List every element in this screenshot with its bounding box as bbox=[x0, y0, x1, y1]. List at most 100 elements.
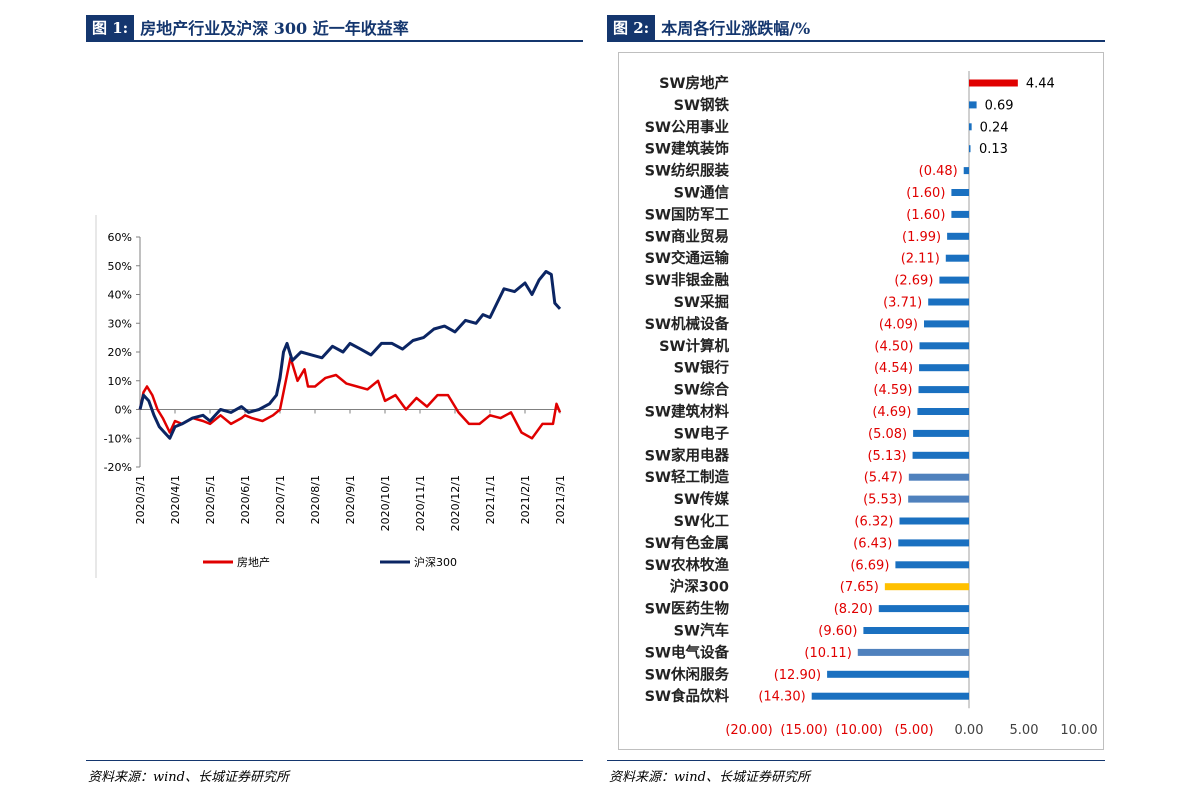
left-footer-rule bbox=[86, 760, 583, 761]
value-label: (10.11) bbox=[804, 646, 851, 661]
bar bbox=[908, 495, 969, 503]
right-title-rule bbox=[607, 40, 1105, 42]
value-label: (1.60) bbox=[906, 208, 945, 223]
x-tick-label: (10.00) bbox=[835, 723, 882, 738]
category-label: SW家用电器 bbox=[645, 446, 730, 464]
left-line-chart: 60% 50% 40% 30% 20% 10% 0% -10% -20% 2020/3/1 2020… bbox=[95, 215, 590, 580]
left-figure-title: 图 1: 房地产行业及沪深 300 近一年收益率 bbox=[86, 14, 409, 40]
bar bbox=[857, 648, 969, 656]
legend-label: 沪深300 bbox=[414, 555, 457, 569]
bar bbox=[969, 145, 971, 153]
value-label: (2.69) bbox=[894, 274, 933, 289]
category-label: SW交通运输 bbox=[645, 249, 730, 267]
category-label: SW建筑装饰 bbox=[645, 140, 729, 158]
value-label: (0.48) bbox=[919, 164, 958, 179]
bar bbox=[969, 123, 972, 131]
bar bbox=[895, 561, 969, 569]
value-label: (4.69) bbox=[872, 405, 911, 420]
x-tick-label: 2020/7/1 bbox=[274, 475, 287, 524]
x-tick-label: (20.00) bbox=[725, 723, 772, 738]
bar bbox=[827, 670, 969, 678]
category-label: SW化工 bbox=[674, 512, 730, 530]
x-tick-label: 2020/4/1 bbox=[169, 475, 182, 524]
bar bbox=[945, 254, 969, 262]
x-tick-label: 2021/3/1 bbox=[554, 475, 567, 524]
bar bbox=[969, 79, 1018, 87]
left-figure-tag: 图 1: bbox=[86, 14, 135, 40]
y-tick-label: -20% bbox=[104, 461, 132, 474]
value-label: (4.50) bbox=[874, 339, 913, 354]
series-line-hs300 bbox=[138, 270, 562, 440]
left-figure-title-text: 房地产行业及沪深 300 近一年收益率 bbox=[140, 19, 409, 38]
bar bbox=[912, 451, 969, 459]
bar bbox=[913, 429, 969, 437]
value-label: (4.59) bbox=[873, 383, 912, 398]
x-tick-label: 2020/9/1 bbox=[344, 475, 357, 524]
right-source-note: 资料来源：wind、长城证券研究所 bbox=[609, 770, 810, 785]
x-tick-label: (15.00) bbox=[780, 723, 827, 738]
value-label: (6.32) bbox=[854, 515, 893, 530]
bar bbox=[863, 627, 969, 634]
category-label: SW非银金融 bbox=[645, 271, 730, 289]
line-chart-svg: 60% 50% 40% 30% 20% 10% 0% -10% -20%2020/3/1 2020… bbox=[95, 215, 567, 578]
category-label: SW钢铁 bbox=[674, 96, 730, 114]
right-figure-title: 图 2: 本周各行业涨跌幅/% bbox=[607, 14, 810, 40]
category-label: SW通信 bbox=[674, 184, 730, 202]
bar bbox=[919, 342, 969, 350]
value-label: (5.13) bbox=[867, 449, 906, 464]
category-label: SW综合 bbox=[674, 381, 730, 399]
left-title-rule bbox=[86, 40, 583, 42]
value-label: (2.11) bbox=[901, 252, 940, 267]
value-label: (1.60) bbox=[906, 186, 945, 201]
bar bbox=[918, 386, 969, 394]
value-label: (5.47) bbox=[864, 471, 903, 486]
category-label: SW电子 bbox=[674, 424, 730, 442]
category-label: 沪深300 bbox=[670, 578, 729, 596]
category-label: SW传媒 bbox=[674, 490, 730, 508]
bar bbox=[939, 276, 969, 284]
value-label: (4.09) bbox=[879, 317, 918, 332]
value-label: 0.24 bbox=[980, 120, 1009, 135]
value-label: 4.44 bbox=[1026, 77, 1055, 92]
category-label: SW房地产 bbox=[659, 74, 729, 92]
value-label: (1.99) bbox=[902, 230, 941, 245]
bar bbox=[908, 473, 969, 481]
bar bbox=[919, 364, 969, 372]
legend-label: 房地产 bbox=[237, 555, 270, 569]
x-tick-label: 2021/1/1 bbox=[484, 475, 497, 524]
bar bbox=[898, 539, 969, 547]
x-tick-label: 0.00 bbox=[955, 723, 984, 738]
x-tick-label: 2021/2/1 bbox=[519, 475, 532, 524]
x-tick-label: 2020/5/1 bbox=[204, 475, 217, 524]
y-tick-label: 30% bbox=[108, 317, 132, 330]
x-tick-label: 2020/12/1 bbox=[449, 475, 462, 531]
bar bbox=[963, 167, 969, 175]
category-label: SW电气设备 bbox=[645, 643, 730, 661]
category-label: SW农林牧渔 bbox=[645, 556, 730, 574]
y-tick-label: 40% bbox=[108, 289, 132, 302]
value-label: (12.90) bbox=[774, 668, 821, 683]
x-tick-label: 5.00 bbox=[1010, 723, 1039, 738]
y-tick-label: 10% bbox=[108, 375, 132, 388]
bar bbox=[969, 101, 977, 109]
x-tick-label: 2020/6/1 bbox=[239, 475, 252, 524]
category-label: SW公用事业 bbox=[645, 118, 729, 136]
category-label: SW有色金属 bbox=[645, 534, 729, 552]
category-label: SW休闲服务 bbox=[645, 665, 730, 683]
left-source-note: 资料来源：wind、长城证券研究所 bbox=[88, 770, 289, 785]
category-label: SW银行 bbox=[674, 359, 730, 377]
right-footer-rule bbox=[607, 760, 1105, 761]
value-label: (6.69) bbox=[850, 558, 889, 573]
bar bbox=[884, 583, 969, 591]
y-tick-label: 60% bbox=[108, 231, 132, 244]
category-label: SW食品饮料 bbox=[645, 687, 730, 705]
bar bbox=[928, 298, 969, 306]
category-label: SW采掘 bbox=[674, 293, 729, 311]
x-tick-label: 10.00 bbox=[1060, 723, 1097, 738]
bar bbox=[878, 605, 969, 613]
category-label: SW纺织服装 bbox=[645, 162, 730, 180]
category-label: SW轻工制造 bbox=[645, 468, 730, 486]
bar bbox=[951, 189, 969, 196]
bar bbox=[899, 517, 969, 525]
value-label: (5.08) bbox=[868, 427, 907, 442]
